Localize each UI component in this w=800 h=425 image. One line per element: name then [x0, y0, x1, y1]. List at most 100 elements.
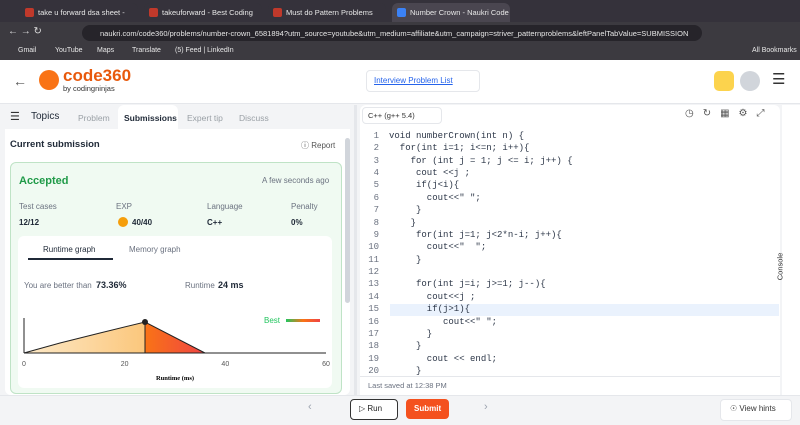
stat-label: EXP: [116, 202, 133, 211]
bookmark[interactable]: Gmail: [18, 47, 37, 54]
save-status: Last saved at 12:38 PM: [368, 381, 447, 390]
code-line[interactable]: for(int i=1; i<=n; i++){: [389, 143, 530, 154]
browser-tab[interactable]: takeuforward - Best Coding Tut: [144, 3, 262, 22]
x-tick-label: 20: [121, 361, 129, 368]
line-number: 17: [368, 328, 379, 339]
bookmark[interactable]: YouTube: [55, 47, 83, 54]
run-label[interactable]: ▷ Run: [359, 404, 383, 413]
graph-tab[interactable]: Runtime graph: [43, 245, 96, 254]
code-line[interactable]: for(int j=1; j<2*n-i; j++){: [389, 229, 562, 240]
bookmark[interactable]: Maps: [97, 47, 115, 54]
graph-tab[interactable]: Memory graph: [129, 245, 181, 254]
nav-buttons[interactable]: ← → ↻: [8, 26, 42, 37]
hints-label[interactable]: ☉ View hints: [730, 404, 776, 413]
code-line[interactable]: if(j>1){: [389, 304, 471, 315]
panel-tab[interactable]: Topics: [31, 111, 60, 122]
browser-tab[interactable]: take u forward dsa sheet - Yah: [20, 3, 138, 22]
code-line[interactable]: if(j<i){: [389, 180, 460, 191]
stat-value: 0%: [291, 218, 303, 227]
code-line[interactable]: }: [389, 205, 422, 216]
report[interactable]: ⓘ Report: [301, 141, 336, 150]
runtime-label: Runtime: [185, 281, 215, 290]
topics-icon: ☰: [10, 111, 20, 123]
panel-tab[interactable]: Submissions: [124, 113, 177, 123]
code-line[interactable]: cout<<j ;: [389, 291, 476, 302]
line-number: 3: [373, 155, 379, 166]
app-header: [0, 60, 800, 104]
bookmarks-bar: [0, 44, 800, 60]
submit-label[interactable]: Submit: [414, 404, 442, 413]
time: A few seconds ago: [262, 176, 330, 185]
active-tab-bg: [118, 105, 178, 129]
stat-value: 40/40: [132, 218, 153, 227]
line-number: 15: [368, 304, 379, 315]
code-line[interactable]: cout<<" ";: [389, 192, 481, 203]
code-line[interactable]: }: [389, 254, 422, 265]
next[interactable]: ›: [484, 401, 488, 413]
code-line[interactable]: cout<<" ";: [389, 242, 487, 253]
stat-value: C++: [207, 218, 223, 227]
code-line[interactable]: cout <<j ;: [389, 168, 471, 179]
scrollbar[interactable]: [345, 138, 350, 303]
line-number: 18: [368, 341, 379, 352]
code-line[interactable]: }: [389, 366, 422, 377]
line-number: 20: [368, 366, 379, 377]
line-number: 14: [368, 291, 379, 302]
browser-tab[interactable]: Number Crown - Naukri Code 3: [392, 3, 510, 22]
curve: [23, 321, 206, 354]
hints-button[interactable]: [720, 399, 792, 421]
tab-icon: [397, 8, 406, 17]
console-tab[interactable]: [782, 105, 800, 395]
language-select[interactable]: [362, 107, 442, 124]
code-line[interactable]: for(int j=i; j>=1; j--){: [389, 279, 546, 290]
code-line[interactable]: for (int j = 1; j <= i; j++) {: [389, 155, 573, 166]
line-number: 19: [368, 353, 379, 364]
bookmark[interactable]: Translate: [132, 47, 161, 54]
url: naukri.com/code360/problems/number-crown…: [100, 29, 689, 38]
stat-label: Test cases: [19, 202, 57, 211]
panel-tab[interactable]: Expert tip: [187, 113, 223, 123]
panel-tab[interactable]: Problem: [78, 113, 110, 123]
run-button[interactable]: [350, 399, 398, 420]
line-highlight: [390, 304, 779, 316]
bookmark[interactable]: (5) Feed | LinkedIn: [175, 47, 234, 54]
line-number: 13: [368, 279, 379, 290]
code-line[interactable]: }: [389, 328, 433, 339]
submit-button[interactable]: [406, 399, 449, 419]
hints-text[interactable]: View hints: [739, 404, 776, 413]
logo[interactable]: code360: [63, 66, 132, 85]
code-line[interactable]: }: [389, 341, 422, 352]
code-line[interactable]: cout<<" ";: [389, 316, 498, 327]
console-label[interactable]: Console: [775, 252, 785, 281]
code-line[interactable]: }: [389, 217, 417, 228]
splitter[interactable]: [354, 105, 357, 395]
code-line[interactable]: cout << endl;: [389, 353, 498, 364]
legend-label: Best: [264, 316, 281, 325]
run-text[interactable]: Run: [367, 404, 383, 413]
code-line[interactable]: void numberCrown(int n) {: [389, 131, 525, 141]
menu[interactable]: ☰: [772, 71, 786, 88]
back-button[interactable]: ←: [13, 73, 27, 89]
language[interactable]: C++ (g++ 5.4): [368, 111, 415, 120]
browser-tab[interactable]: Must do Pattern Problems befo: [268, 3, 386, 22]
stat-label: Language: [207, 202, 243, 211]
line-number: 10: [368, 242, 379, 253]
status-bar: [360, 376, 780, 395]
avatar[interactable]: [740, 71, 760, 91]
address-bar[interactable]: [82, 25, 702, 41]
report-text[interactable]: Report: [311, 141, 336, 150]
prev[interactable]: ‹: [308, 401, 312, 413]
tab-icon: [149, 8, 158, 17]
tab-icon: [25, 8, 34, 17]
editor-tools[interactable]: ◷↻▦⚙⤢: [685, 108, 774, 119]
line-number: 7: [373, 205, 379, 216]
panel-tab[interactable]: Discuss: [239, 113, 269, 123]
nav-box[interactable]: [366, 70, 480, 92]
all-bookmarks[interactable]: All Bookmarks: [752, 47, 797, 54]
legend-swatch: [286, 319, 320, 322]
streak-icon[interactable]: [714, 71, 734, 91]
logo-icon: [39, 70, 59, 90]
graph-card: [18, 236, 332, 388]
nav-link[interactable]: Interview Problem List: [374, 76, 453, 85]
stat-value: 12/12: [19, 218, 40, 227]
